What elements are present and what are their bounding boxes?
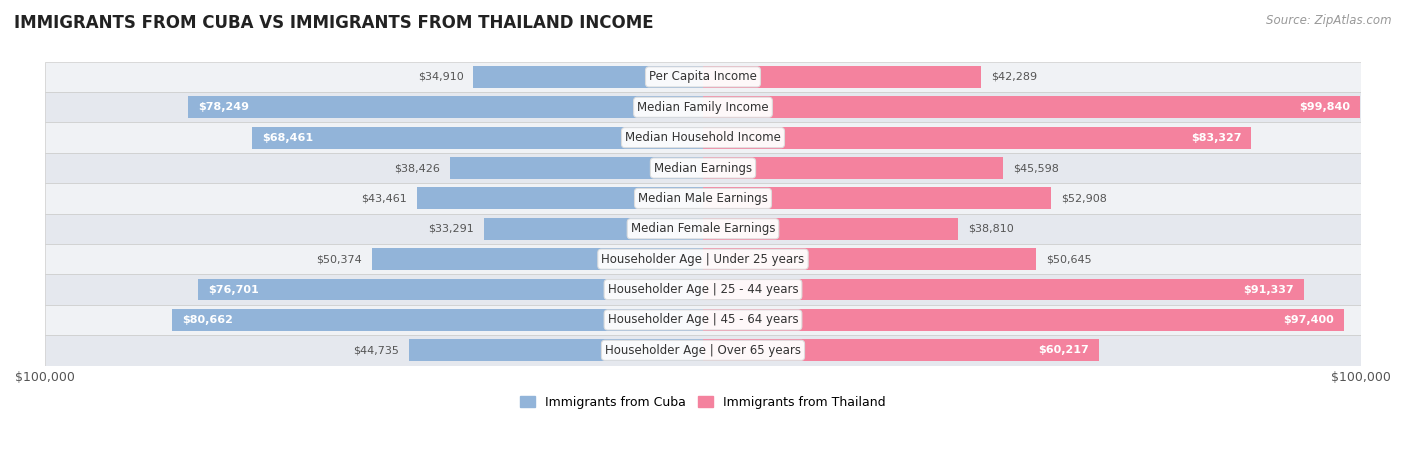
- Bar: [484, 218, 703, 240]
- Bar: [703, 218, 959, 240]
- Text: $99,840: $99,840: [1299, 102, 1350, 112]
- Text: $45,598: $45,598: [1012, 163, 1059, 173]
- Bar: [45, 213, 1361, 244]
- Text: $33,291: $33,291: [429, 224, 474, 234]
- Bar: [703, 340, 1099, 361]
- Text: Median Household Income: Median Household Income: [626, 131, 780, 144]
- Bar: [703, 309, 1344, 331]
- Bar: [703, 96, 1360, 118]
- Bar: [703, 248, 1036, 270]
- Text: $83,327: $83,327: [1191, 133, 1241, 142]
- Bar: [703, 157, 1002, 179]
- Text: $76,701: $76,701: [208, 284, 259, 295]
- Bar: [703, 127, 1251, 149]
- Text: Median Earnings: Median Earnings: [654, 162, 752, 175]
- Text: $78,249: $78,249: [198, 102, 249, 112]
- Bar: [45, 244, 1361, 275]
- Text: $34,910: $34,910: [418, 72, 464, 82]
- Text: $38,810: $38,810: [969, 224, 1014, 234]
- Text: $80,662: $80,662: [181, 315, 233, 325]
- Bar: [418, 187, 703, 209]
- Text: $52,908: $52,908: [1062, 193, 1107, 204]
- Bar: [703, 279, 1303, 300]
- Text: Per Capita Income: Per Capita Income: [650, 71, 756, 84]
- Text: Householder Age | 25 - 44 years: Householder Age | 25 - 44 years: [607, 283, 799, 296]
- Bar: [450, 157, 703, 179]
- Text: Householder Age | 45 - 64 years: Householder Age | 45 - 64 years: [607, 313, 799, 326]
- Text: Median Female Earnings: Median Female Earnings: [631, 222, 775, 235]
- Bar: [703, 66, 981, 88]
- Bar: [371, 248, 703, 270]
- Bar: [45, 62, 1361, 92]
- Text: $44,735: $44,735: [353, 345, 399, 355]
- Bar: [188, 96, 703, 118]
- Bar: [45, 183, 1361, 213]
- Text: $91,337: $91,337: [1243, 284, 1294, 295]
- Text: IMMIGRANTS FROM CUBA VS IMMIGRANTS FROM THAILAND INCOME: IMMIGRANTS FROM CUBA VS IMMIGRANTS FROM …: [14, 14, 654, 32]
- Bar: [45, 153, 1361, 183]
- Bar: [45, 335, 1361, 366]
- Text: $60,217: $60,217: [1039, 345, 1090, 355]
- Text: $43,461: $43,461: [361, 193, 408, 204]
- Bar: [45, 305, 1361, 335]
- Bar: [409, 340, 703, 361]
- Bar: [198, 279, 703, 300]
- Text: $68,461: $68,461: [263, 133, 314, 142]
- Text: Householder Age | Under 25 years: Householder Age | Under 25 years: [602, 253, 804, 266]
- Bar: [703, 187, 1052, 209]
- Bar: [45, 92, 1361, 122]
- Text: $38,426: $38,426: [395, 163, 440, 173]
- Text: $42,289: $42,289: [991, 72, 1038, 82]
- Bar: [45, 275, 1361, 305]
- Text: Source: ZipAtlas.com: Source: ZipAtlas.com: [1267, 14, 1392, 27]
- Text: Median Family Income: Median Family Income: [637, 101, 769, 114]
- Legend: Immigrants from Cuba, Immigrants from Thailand: Immigrants from Cuba, Immigrants from Th…: [515, 391, 891, 414]
- Text: $97,400: $97,400: [1284, 315, 1334, 325]
- Bar: [253, 127, 703, 149]
- Bar: [172, 309, 703, 331]
- Bar: [474, 66, 703, 88]
- Bar: [45, 122, 1361, 153]
- Text: Median Male Earnings: Median Male Earnings: [638, 192, 768, 205]
- Text: Householder Age | Over 65 years: Householder Age | Over 65 years: [605, 344, 801, 357]
- Text: $50,374: $50,374: [316, 254, 361, 264]
- Text: $50,645: $50,645: [1046, 254, 1092, 264]
